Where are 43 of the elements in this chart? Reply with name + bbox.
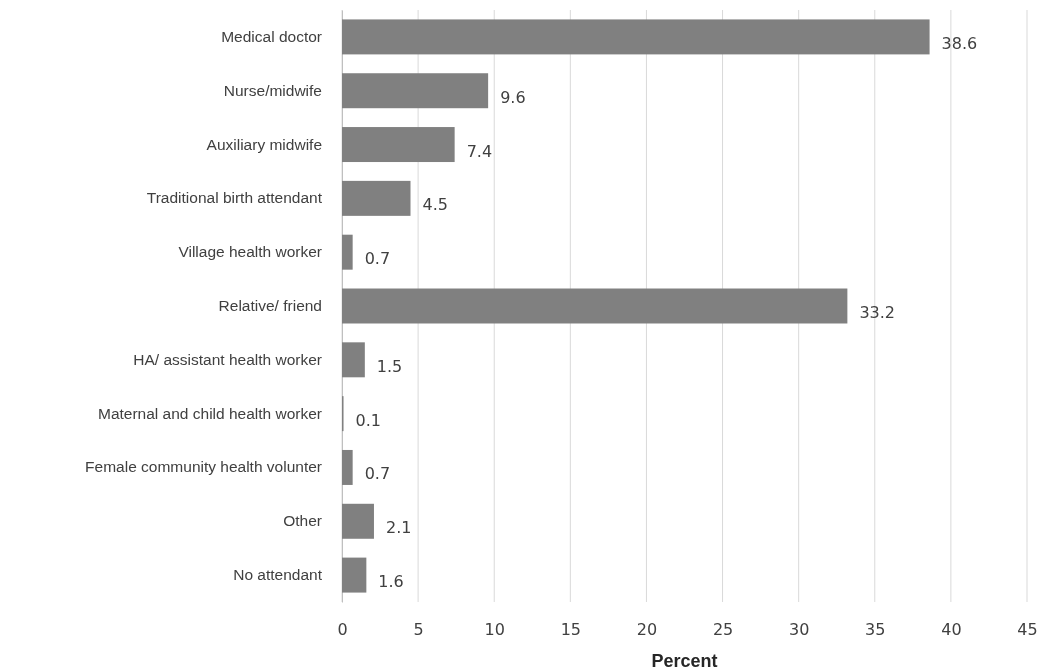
x-axis-title: Percent (651, 651, 718, 671)
bar (342, 180, 411, 216)
x-tick-label: 30 (788, 620, 810, 640)
data-label: 4.5 (422, 195, 448, 215)
data-label: 0.7 (364, 464, 391, 484)
x-tick-label: 10 (484, 620, 505, 640)
bar (342, 288, 848, 324)
data-label: 33.2 (859, 303, 895, 322)
y-tick-label: Traditional birth attendant (146, 189, 323, 207)
x-tick-label: 45 (1017, 620, 1038, 640)
y-tick-label: Maternal and child health worker (97, 404, 322, 422)
data-label: 38.6 (941, 33, 978, 53)
x-tick-label: 25 (712, 620, 734, 640)
bar (342, 342, 365, 378)
y-tick-label: Nurse/midwife (223, 81, 322, 99)
data-label: 7.4 (466, 141, 493, 161)
data-label: 1.5 (376, 356, 403, 376)
data-label: 2.1 (385, 518, 412, 538)
y-tick-label: No attendant (233, 566, 323, 584)
data-label: 1.6 (378, 572, 404, 592)
data-label: 0.1 (355, 410, 381, 430)
data-label: 9.6 (500, 87, 526, 107)
y-tick-label: Medical doctor (221, 27, 322, 45)
x-tick-label: 20 (636, 620, 658, 640)
bar (342, 503, 374, 539)
x-tick-label: 35 (865, 620, 886, 640)
x-tick-label: 40 (941, 620, 962, 640)
x-tick-label: 15 (560, 620, 582, 640)
y-tick-label: Other (283, 512, 322, 530)
bar (342, 19, 930, 55)
data-label: 0.7 (364, 249, 391, 269)
y-tick-label: Female community health volunter (85, 458, 322, 476)
bar (342, 127, 455, 163)
y-tick-label: HA/ assistant health worker (133, 350, 322, 368)
bar (342, 557, 367, 593)
y-tick-label: Relative/ friend (218, 296, 322, 314)
y-tick-label: Village health worker (178, 243, 322, 261)
bar (342, 234, 353, 270)
x-tick-label: 0 (337, 620, 348, 640)
bar (342, 73, 489, 109)
y-tick-label: Auxiliary midwife (206, 135, 322, 153)
bar (342, 449, 353, 485)
x-tick-label: 5 (413, 620, 424, 640)
